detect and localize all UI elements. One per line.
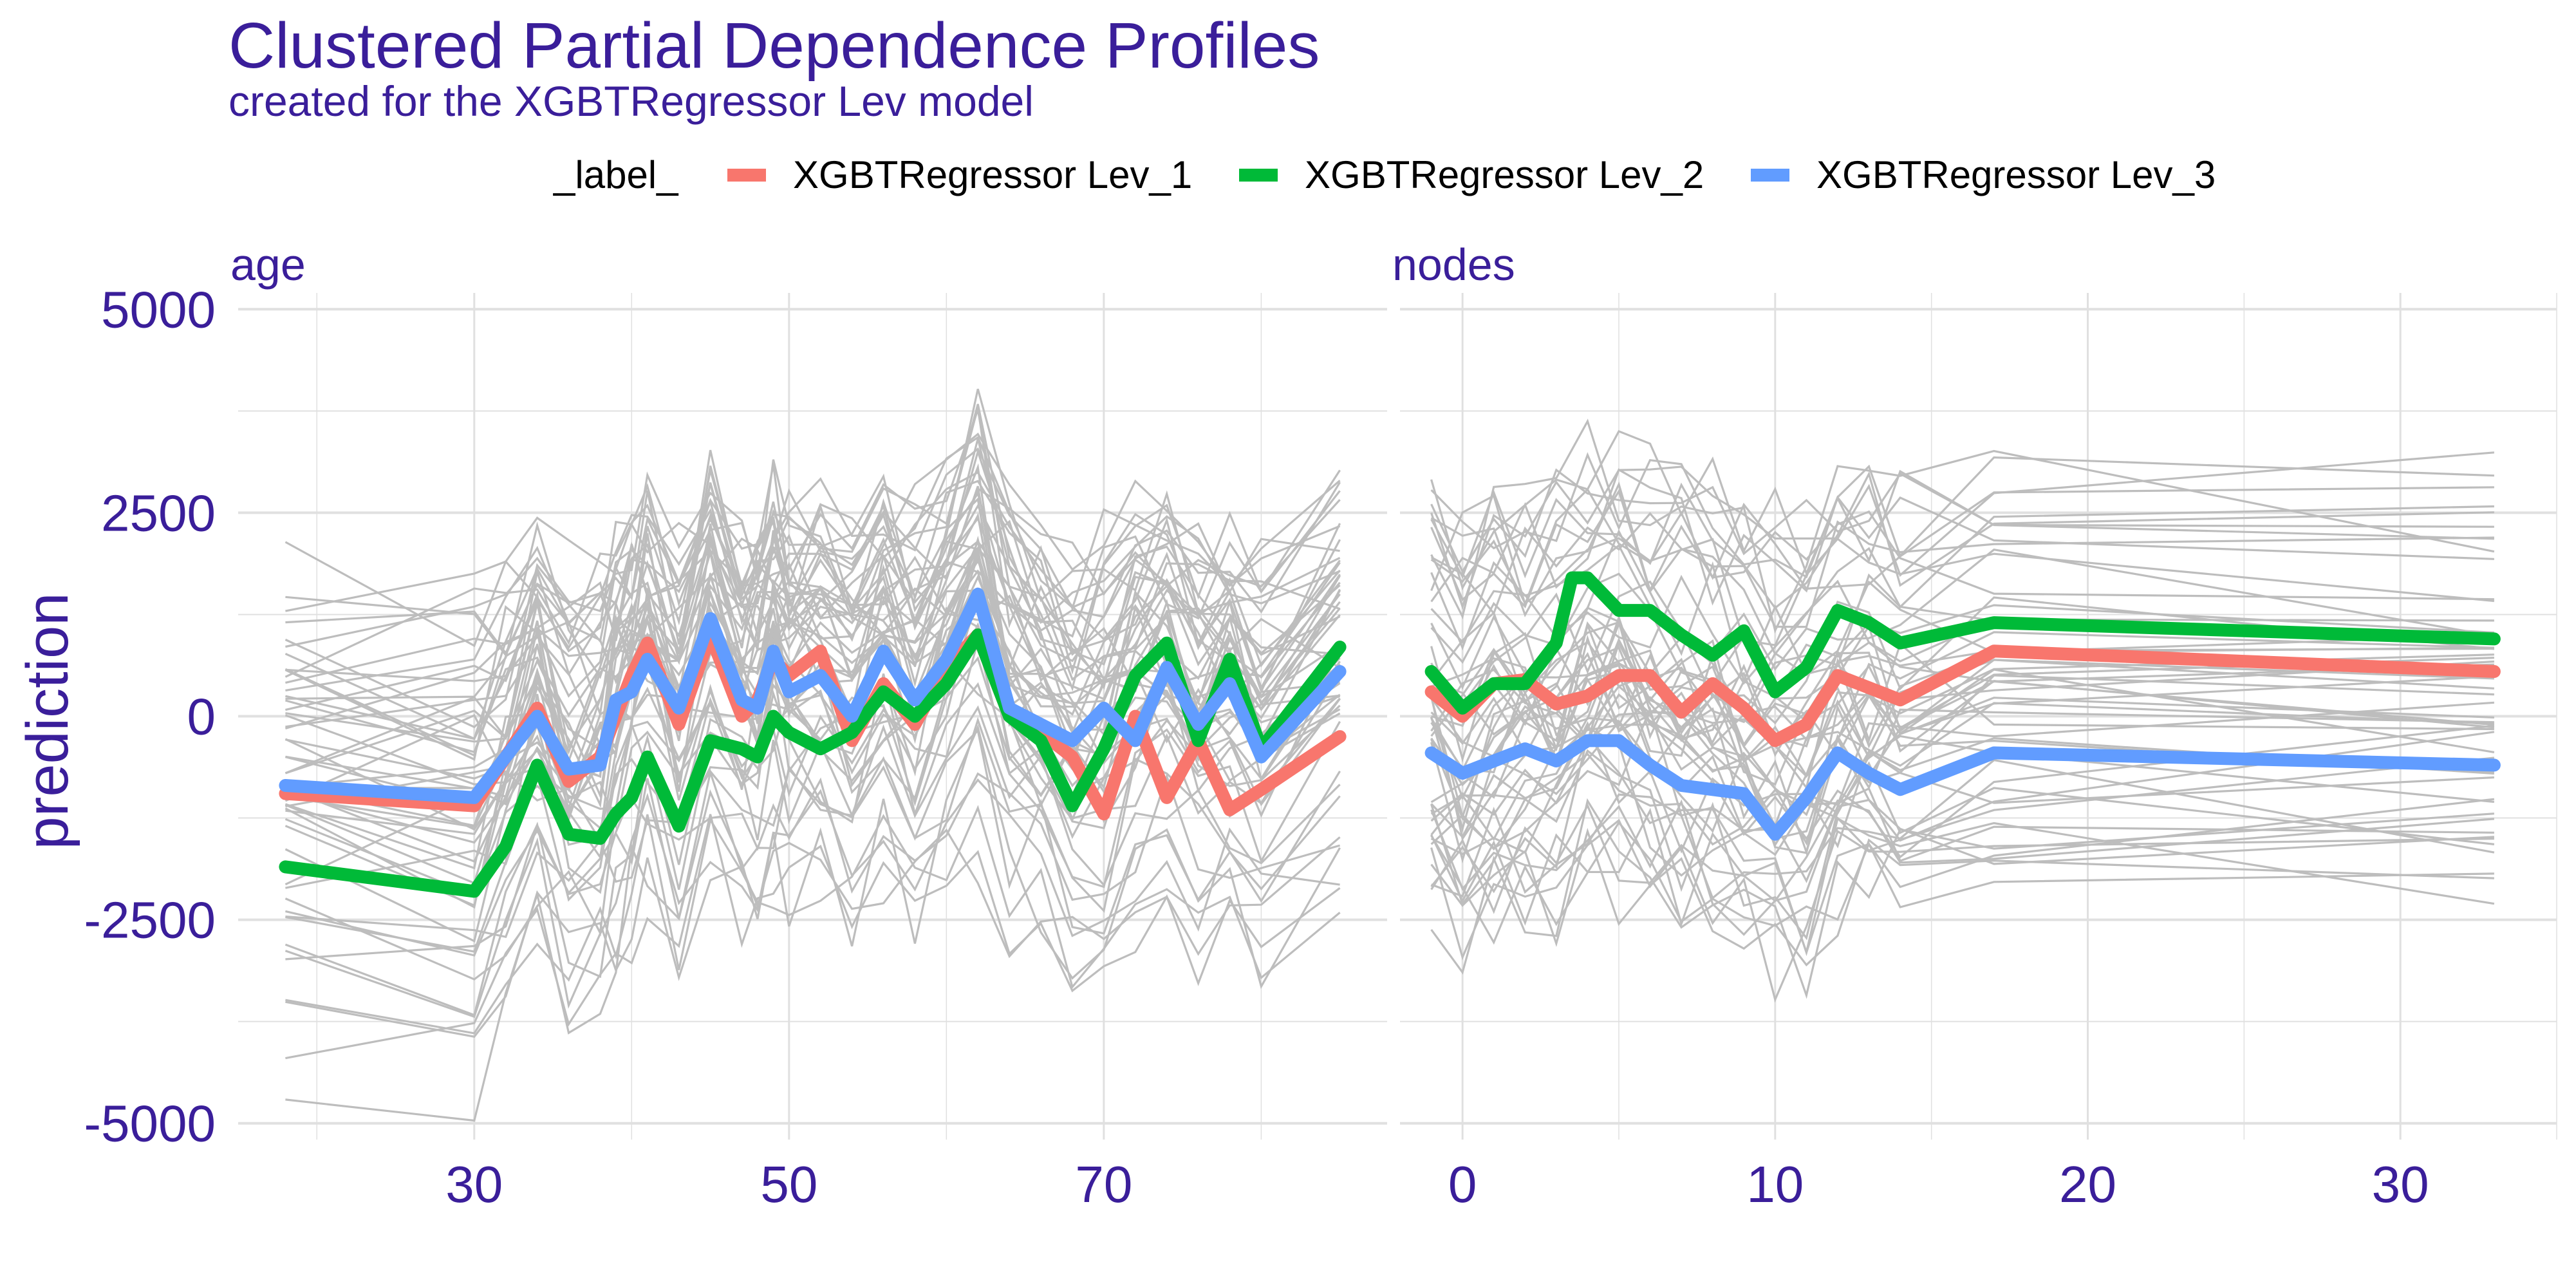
individual-profile-line bbox=[1430, 753, 2495, 852]
individual-profile-line bbox=[1430, 471, 2494, 610]
x-tick-label: 50 bbox=[760, 1156, 817, 1213]
individual-profile-line bbox=[1430, 489, 2494, 656]
individual-profile-line bbox=[1430, 529, 2494, 690]
individual-profile-line bbox=[1430, 827, 2494, 967]
individual-profile-line bbox=[285, 388, 1341, 711]
individual-profile-line bbox=[1430, 614, 2494, 763]
individual-profile-line bbox=[1430, 634, 2495, 854]
y-tick-label: 0 bbox=[187, 688, 216, 746]
individual-profile-line bbox=[1430, 749, 2495, 941]
x-tick-label: 70 bbox=[1075, 1156, 1132, 1213]
legend-title: _label_ bbox=[553, 153, 679, 196]
chart-subtitle: created for the XGBTRegressor Lev model bbox=[229, 77, 1034, 125]
series-line-lev3 bbox=[279, 587, 1347, 804]
individual-profile-line bbox=[1430, 468, 2494, 606]
individual-profile-line bbox=[285, 512, 1341, 863]
individual-profile-line bbox=[1430, 621, 2494, 747]
chart-title: Clustered Partial Dependence Profiles bbox=[229, 10, 1320, 82]
individual-profile-line bbox=[285, 530, 1341, 681]
y-axis-ticks: 5000 2500 0 -2500 -5000 bbox=[84, 281, 216, 1152]
individual-profile-line bbox=[1430, 726, 2494, 877]
individual-profile-line bbox=[1430, 429, 2494, 591]
individual-profile-line bbox=[285, 622, 1341, 897]
individual-profile-line bbox=[1430, 721, 2495, 856]
x-tick-label: 30 bbox=[2372, 1156, 2429, 1213]
individual-profiles bbox=[1430, 418, 2495, 1003]
series-line-lev3 bbox=[1424, 734, 2501, 841]
individual-profile-line bbox=[1430, 468, 2494, 574]
y-axis-title: prediction bbox=[15, 593, 80, 850]
individual-profile-line bbox=[285, 641, 1341, 961]
individual-profile-line bbox=[285, 497, 1341, 792]
individual-profile-line bbox=[1430, 807, 2495, 956]
individual-profile-line bbox=[285, 828, 1341, 1038]
legend-label-lev1: XGBTRegressor Lev_1 bbox=[793, 153, 1192, 196]
x-tick-label: 20 bbox=[2059, 1156, 2116, 1213]
individual-profile-line bbox=[1430, 640, 2494, 778]
individual-profile-line bbox=[285, 432, 1341, 648]
panel-strip-label: nodes bbox=[1392, 240, 1515, 290]
panel-age: age 30 50 70 bbox=[230, 240, 1387, 1213]
panel-strip-label: age bbox=[230, 240, 306, 290]
series-line-lev2 bbox=[1424, 571, 2501, 715]
individual-profile-line bbox=[1430, 818, 2494, 1003]
individual-profile-line bbox=[1430, 723, 2495, 859]
legend-label-lev3: XGBTRegressor Lev_3 bbox=[1816, 153, 2216, 196]
individual-profile-line bbox=[285, 814, 1341, 1060]
x-tick-label: 10 bbox=[1746, 1156, 1804, 1213]
individual-profile-line bbox=[1430, 668, 2495, 829]
individual-profile-line bbox=[1430, 798, 2495, 999]
individual-profile-line bbox=[1430, 451, 2495, 610]
individual-profile-line bbox=[285, 473, 1341, 684]
legend: _label_ XGBTRegressor Lev_1 XGBTRegresso… bbox=[553, 153, 2216, 196]
individual-profiles bbox=[285, 388, 1341, 1122]
individual-profile-line bbox=[1430, 798, 2494, 936]
individual-profile-line bbox=[285, 724, 1341, 1122]
panels: age 30 50 70 nodes 0 10 20 30 bbox=[230, 240, 2557, 1213]
individual-profile-line bbox=[285, 498, 1341, 678]
legend-label-lev2: XGBTRegressor Lev_2 bbox=[1305, 153, 1704, 196]
individual-profile-line bbox=[285, 503, 1341, 757]
y-tick-label: -5000 bbox=[84, 1095, 216, 1152]
individual-profile-line bbox=[1430, 418, 2495, 634]
y-tick-label: -2500 bbox=[84, 892, 216, 949]
individual-profile-line bbox=[1431, 758, 2495, 900]
series-line-lev2 bbox=[279, 628, 1347, 898]
individual-profile-line bbox=[285, 805, 1341, 1035]
individual-profile-line bbox=[285, 471, 1341, 729]
y-tick-label: 2500 bbox=[101, 484, 216, 541]
individual-profile-line bbox=[285, 772, 1341, 981]
y-tick-label: 5000 bbox=[101, 281, 216, 338]
panel-nodes: nodes 0 10 20 30 bbox=[1392, 240, 2557, 1213]
x-tick-label: 0 bbox=[1448, 1156, 1477, 1213]
x-tick-label: 30 bbox=[445, 1156, 503, 1213]
individual-profile-line bbox=[1430, 646, 2495, 841]
